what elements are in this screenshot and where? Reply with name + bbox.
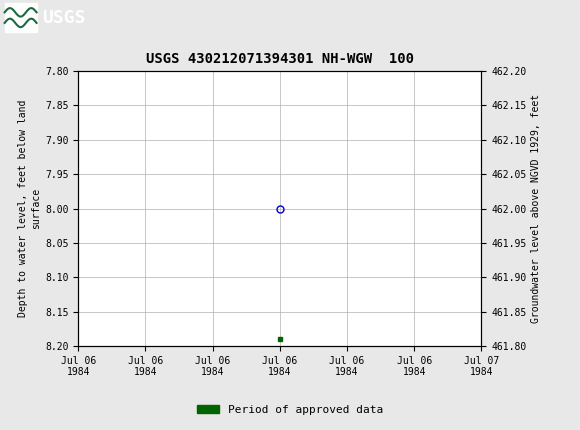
Y-axis label: Depth to water level, feet below land
surface: Depth to water level, feet below land su… xyxy=(18,100,41,317)
Text: USGS: USGS xyxy=(42,9,85,27)
Y-axis label: Groundwater level above NGVD 1929, feet: Groundwater level above NGVD 1929, feet xyxy=(531,94,541,323)
Bar xyxy=(5,3,37,32)
Title: USGS 430212071394301 NH-WGW  100: USGS 430212071394301 NH-WGW 100 xyxy=(146,52,414,66)
Legend: Period of approved data: Period of approved data xyxy=(193,400,387,419)
